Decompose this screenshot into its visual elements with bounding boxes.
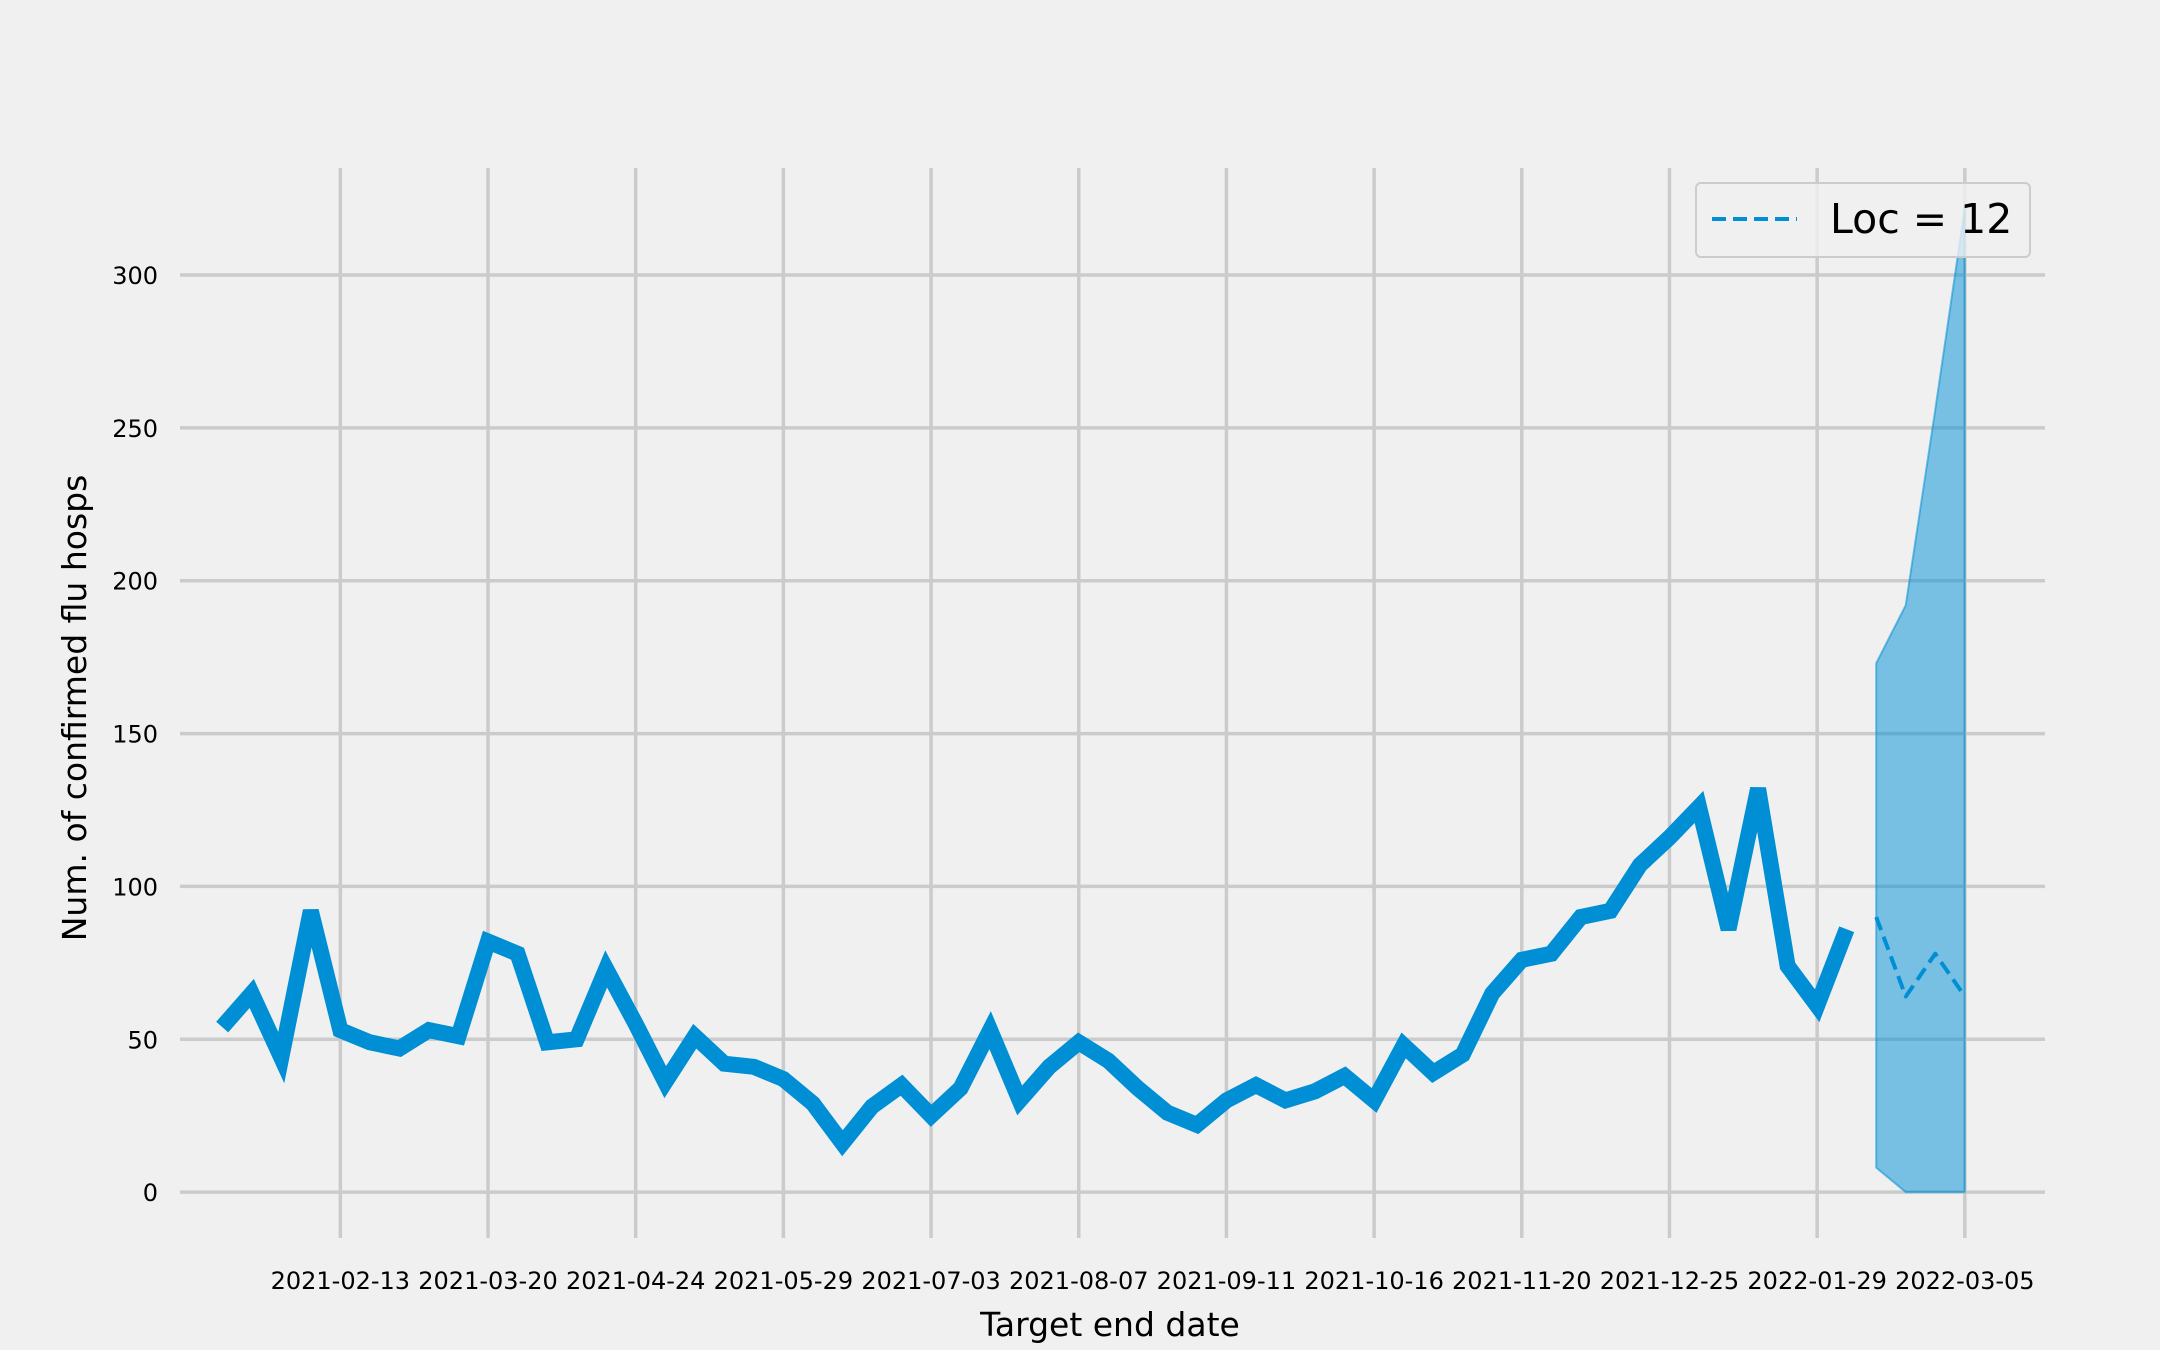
x-tick-label: 2021-12-25 [1600,1267,1739,1295]
forecast-line [1874,916,1967,999]
y-axis-label: Num. of confirmed flu hosps [55,475,94,942]
x-tick-label: 2021-05-29 [714,1267,853,1295]
y-tick-label: 0 [143,1179,158,1207]
x-tick-label: 2021-11-20 [1452,1267,1591,1295]
x-tick-label: 2021-02-13 [271,1267,410,1295]
y-tick-label: 100 [112,873,158,901]
prediction-interval-band [1875,207,1966,1194]
y-tick-label: 200 [112,568,158,596]
y-tick-label: 250 [112,415,158,443]
x-tick-label: 2021-10-16 [1304,1267,1443,1295]
x-tick-label: 2021-04-24 [566,1267,705,1295]
series-layer [216,786,1967,1157]
x-tick-label: 2021-09-11 [1157,1267,1296,1295]
x-tick-label: 2022-03-05 [1895,1267,2034,1295]
y-tick-label: 300 [112,262,158,290]
x-tick-label: 2021-08-07 [1009,1267,1148,1295]
observed-line [216,786,1855,1157]
prediction-interval-layer [1875,207,1966,1194]
x-tick-label: 2021-07-03 [861,1267,1000,1295]
x-axis-label: Target end date [979,1305,1240,1344]
y-tick-label: 50 [127,1026,158,1054]
legend: Loc = 12 [1695,182,2031,258]
legend-box [1695,182,2031,258]
x-tick-label: 2021-03-20 [418,1267,557,1295]
tick-labels: 0 50 100 150 200 250 300 2021-02-13 2021-03-20 20… [112,262,2034,1295]
legend-label: Loc = 12 [1830,195,2012,243]
y-tick-label: 150 [112,721,158,749]
x-tick-label: 2022-01-29 [1747,1267,1886,1295]
